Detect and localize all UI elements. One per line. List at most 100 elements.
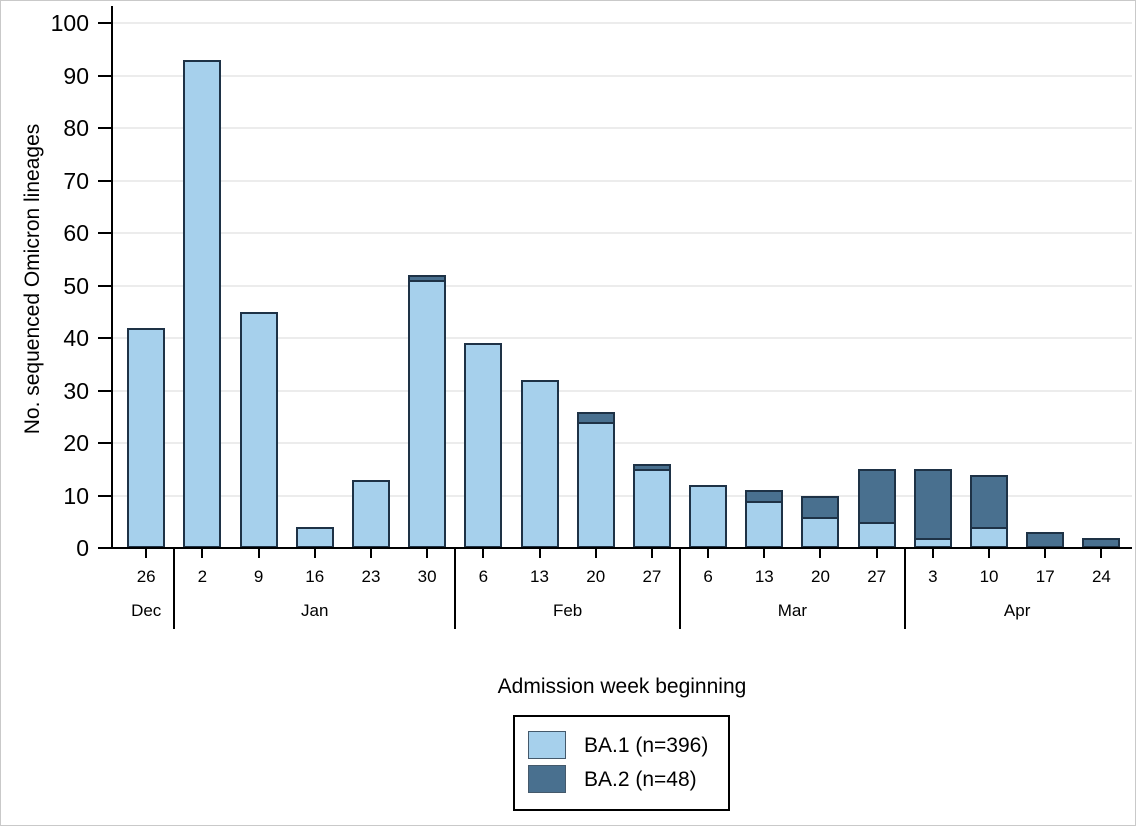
x-axis-title: Admission week beginning <box>497 675 747 698</box>
x-tick-label: 30 <box>417 567 437 586</box>
x-tick <box>988 549 991 558</box>
y-axis-line <box>111 6 113 549</box>
gridline <box>113 232 1132 234</box>
x-tick-label: 2 <box>197 567 208 586</box>
x-tick-label: 27 <box>642 567 662 586</box>
x-tick <box>931 549 934 558</box>
x-tick <box>313 549 316 558</box>
month-separator <box>454 548 457 629</box>
y-tick <box>98 74 112 77</box>
month-label: Apr <box>1003 601 1031 620</box>
y-tick <box>98 337 112 339</box>
y-tick-label: 30 <box>63 377 89 404</box>
bar-segment-ba2 <box>408 275 447 281</box>
bar-segment-ba2 <box>970 474 1009 527</box>
gridline <box>113 127 1132 129</box>
month-separator <box>903 548 906 629</box>
bar-segment-ba1 <box>745 500 784 548</box>
y-tick-label: 80 <box>63 115 89 141</box>
x-tick-label: 6 <box>478 567 489 586</box>
x-tick <box>819 549 822 558</box>
x-tick <box>594 549 597 558</box>
y-tick-label: 40 <box>63 325 89 351</box>
y-tick-label: 70 <box>63 167 89 194</box>
gridline <box>113 74 1132 77</box>
x-tick-label: 9 <box>253 567 264 586</box>
x-tick-label: 26 <box>136 567 156 586</box>
bar-segment-ba2 <box>632 464 671 470</box>
bar-segment-ba2 <box>745 490 784 501</box>
x-tick-label: 27 <box>867 567 887 586</box>
y-tick <box>98 547 112 549</box>
legend: BA.1 (n=396) BA.2 (n=48) <box>513 715 730 811</box>
x-axis-line <box>111 547 1132 549</box>
y-tick <box>98 22 112 24</box>
x-tick <box>369 549 372 558</box>
x-tick-label: 20 <box>586 567 606 586</box>
month-label: Jan <box>301 601 329 620</box>
gridline <box>113 179 1132 182</box>
month-separator <box>173 548 176 629</box>
gridline <box>113 284 1132 287</box>
x-tick-label: 6 <box>703 567 713 586</box>
legend-swatch-ba1 <box>528 731 566 759</box>
x-tick <box>257 549 260 558</box>
bar-segment-ba1 <box>970 527 1009 548</box>
x-tick-label: 13 <box>530 567 549 586</box>
legend-swatch-ba2 <box>528 765 566 793</box>
x-tick-label: 13 <box>754 567 774 586</box>
y-tick-label: 10 <box>63 482 89 509</box>
y-axis-title: No. sequenced Omicron lineages <box>21 123 44 435</box>
bar-segment-ba1 <box>857 521 896 548</box>
month-label: Mar <box>777 601 808 620</box>
y-tick-label: 100 <box>50 10 89 36</box>
y-tick-label: 60 <box>63 220 89 246</box>
y-tick-label: 0 <box>76 535 89 561</box>
month-label: Dec <box>131 601 162 620</box>
bar-segment-ba2 <box>1026 532 1065 548</box>
y-tick-label: 90 <box>63 62 89 89</box>
x-tick <box>538 549 541 558</box>
bar-segment-ba1 <box>295 527 334 548</box>
bar-segment-ba2 <box>857 469 896 522</box>
x-tick-label: 16 <box>305 567 325 586</box>
x-tick-label: 20 <box>811 567 830 586</box>
bar-segment-ba1 <box>520 380 559 548</box>
x-tick <box>201 549 204 558</box>
x-tick-label: 23 <box>361 567 381 586</box>
gridline <box>113 442 1132 444</box>
x-tick <box>1100 549 1103 558</box>
y-tick <box>98 389 112 392</box>
bar-segment-ba1 <box>183 59 222 548</box>
bar-segment-ba2 <box>913 469 952 538</box>
month-separator <box>679 548 681 629</box>
legend-label-ba2: BA.2 (n=48) <box>584 767 697 791</box>
y-tick-label: 50 <box>63 272 89 299</box>
x-tick <box>707 549 710 558</box>
x-tick-label: 24 <box>1091 567 1111 586</box>
bar-segment-ba1 <box>408 280 447 548</box>
x-tick-label: 10 <box>979 567 999 586</box>
bar-segment-ba1 <box>239 311 278 548</box>
y-tick <box>98 284 112 287</box>
y-tick <box>98 494 112 497</box>
bar-segment-ba1 <box>464 343 503 548</box>
gridline <box>113 389 1132 392</box>
x-tick <box>1044 549 1047 558</box>
x-tick <box>763 549 766 558</box>
legend-item-ba1: BA.1 (n=396) <box>528 728 728 762</box>
x-tick <box>145 549 148 558</box>
y-tick <box>98 179 112 182</box>
bar-segment-ba1 <box>576 422 615 548</box>
x-tick-label: 17 <box>1035 567 1055 586</box>
gridline <box>113 22 1132 24</box>
x-tick <box>482 549 485 558</box>
x-tick <box>650 549 653 558</box>
gridline <box>113 494 1132 497</box>
bar-segment-ba2 <box>576 411 615 422</box>
bar-segment-ba2 <box>801 495 840 517</box>
gridline <box>113 337 1132 339</box>
y-tick-label: 20 <box>63 430 89 456</box>
y-tick <box>98 232 112 234</box>
